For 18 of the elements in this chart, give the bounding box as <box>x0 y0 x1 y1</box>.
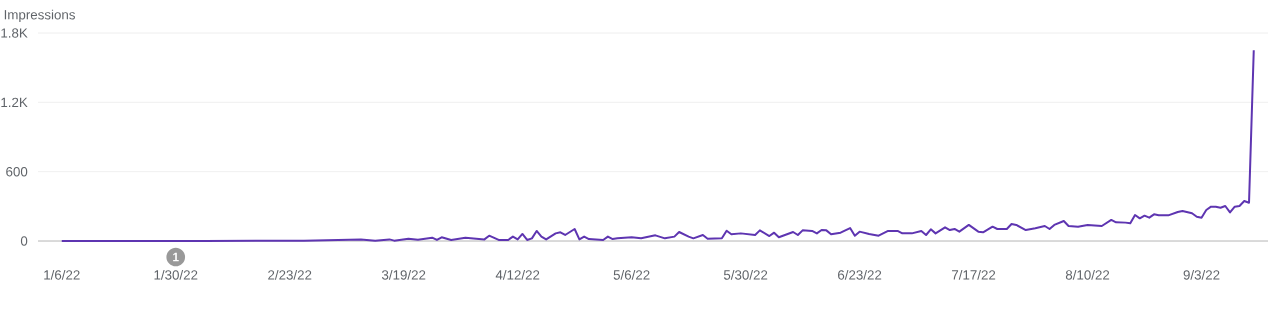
x-tick-label: 4/12/22 <box>495 269 540 280</box>
x-tick-label: 1/30/22 <box>154 269 198 280</box>
x-tick-label: 7/17/22 <box>952 269 996 280</box>
y-tick-label: 600 <box>6 166 28 177</box>
x-tick-label: 5/6/22 <box>613 269 650 280</box>
x-tick-label: 5/30/22 <box>723 269 768 280</box>
y-axis-title: Impressions <box>4 9 75 23</box>
x-tick-label: 6/23/22 <box>838 269 882 280</box>
x-tick-label: 9/3/22 <box>1183 269 1220 280</box>
x-tick-label: 2/23/22 <box>268 269 312 280</box>
x-tick-label: 3/19/22 <box>381 269 426 280</box>
y-tick-label: 0 <box>20 236 28 246</box>
x-tick-label: 1/6/22 <box>44 269 80 280</box>
x-tick-label: 8/10/22 <box>1065 269 1110 280</box>
line-series <box>60 49 1255 242</box>
y-tick-label: 1.8K <box>1 28 28 38</box>
y-tick-label: 1.2K <box>1 97 28 107</box>
text: 1 <box>173 252 179 262</box>
